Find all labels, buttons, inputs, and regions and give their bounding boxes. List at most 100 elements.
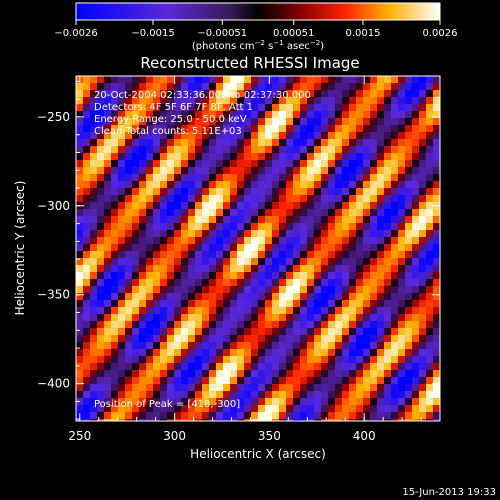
heatmap-cell [300, 356, 308, 364]
heatmap-cell [230, 405, 238, 413]
heatmap-cell [174, 321, 182, 329]
heatmap-cell [370, 118, 378, 126]
heatmap-cell [153, 174, 161, 182]
heatmap-cell [335, 97, 343, 105]
heatmap-cell [76, 139, 84, 147]
heatmap-cell [167, 216, 175, 224]
heatmap-cell [76, 300, 84, 308]
heatmap-cell [356, 160, 364, 168]
heatmap-cell [258, 104, 266, 112]
heatmap-cell [167, 356, 175, 364]
heatmap-cell [216, 90, 224, 98]
heatmap-cell [391, 321, 399, 329]
heatmap-cell [139, 139, 147, 147]
heatmap-cell [356, 377, 364, 385]
heatmap-cell [111, 377, 119, 385]
heatmap-cell [251, 349, 259, 357]
heatmap-cell [433, 118, 440, 126]
heatmap-cell [216, 328, 224, 336]
heatmap-cell [342, 293, 350, 301]
heatmap-cell [279, 153, 287, 161]
heatmap-cell [286, 279, 294, 287]
annotation-time-range: 20-Oct-2004 02:33:36.000 to 02:37:30.000 [94, 90, 311, 101]
heatmap-cell [258, 258, 266, 266]
heatmap-cell [216, 132, 224, 140]
plot-frame [75, 75, 441, 422]
heatmap-cell [174, 328, 182, 336]
heatmap-cell [244, 188, 252, 196]
heatmap-cell [83, 216, 91, 224]
heatmap-cell [167, 209, 175, 217]
heatmap-cell [286, 286, 294, 294]
heatmap-cell [76, 391, 84, 399]
heatmap-cell [244, 307, 252, 315]
heatmap-cell [370, 181, 378, 189]
heatmap-cell [230, 293, 238, 301]
heatmap-cell [167, 377, 175, 385]
heatmap-cell [223, 146, 231, 154]
heatmap-cell [300, 209, 308, 217]
heatmap-cell [300, 272, 308, 280]
heatmap-cell [300, 321, 308, 329]
heatmap-cell [139, 328, 147, 336]
heatmap-cell [209, 244, 217, 252]
heatmap-cell [223, 83, 231, 91]
heatmap-cell [265, 181, 273, 189]
heatmap-cell [293, 216, 301, 224]
heatmap-cell [209, 111, 217, 119]
heatmap-cell [237, 377, 245, 385]
heatmap-cell [216, 181, 224, 189]
heatmap-cell [251, 125, 259, 133]
heatmap-cell [363, 412, 371, 420]
heatmap-cell [174, 230, 182, 238]
heatmap-cell [237, 111, 245, 119]
heatmap-cell [377, 279, 385, 287]
heatmap-cell [342, 321, 350, 329]
heatmap-cell [307, 181, 315, 189]
heatmap-cell [405, 412, 413, 420]
heatmap-cell [237, 272, 245, 280]
heatmap-cell [356, 174, 364, 182]
heatmap-cell [335, 223, 343, 231]
heatmap-cell [237, 279, 245, 287]
heatmap-cell [90, 237, 98, 245]
heatmap-cell [153, 139, 161, 147]
heatmap-cell [286, 244, 294, 252]
heatmap-cell [307, 167, 315, 175]
heatmap-cell [209, 300, 217, 308]
heatmap-cell [272, 230, 280, 238]
heatmap-cell [160, 300, 168, 308]
heatmap-cell [160, 216, 168, 224]
heatmap-cell [195, 209, 203, 217]
heatmap-cell [160, 258, 168, 266]
heatmap-cell [251, 83, 259, 91]
heatmap-cell [167, 195, 175, 203]
heatmap-cell [342, 230, 350, 238]
heatmap-cell [216, 167, 224, 175]
heatmap-cell [76, 349, 84, 357]
heatmap-cell [125, 419, 133, 421]
heatmap-cell [167, 398, 175, 406]
heatmap-cell [307, 356, 315, 364]
heatmap-cell [335, 167, 343, 175]
heatmap-cell [363, 293, 371, 301]
heatmap-cell [265, 370, 273, 378]
heatmap-cell [76, 370, 84, 378]
heatmap-cell [300, 377, 308, 385]
heatmap-cell [321, 76, 329, 84]
heatmap-cell [97, 279, 105, 287]
heatmap-cell [174, 104, 182, 112]
heatmap-cell [216, 118, 224, 126]
heatmap-cell [370, 307, 378, 315]
heatmap-cell [118, 244, 126, 252]
heatmap-cell [307, 419, 315, 421]
heatmap-cell [314, 293, 322, 301]
heatmap-cell [111, 321, 119, 329]
heatmap-cell [356, 405, 364, 413]
heatmap-cell [272, 356, 280, 364]
heatmap-cell [76, 265, 84, 273]
heatmap-cell [174, 356, 182, 364]
heatmap-cell [405, 314, 413, 322]
heatmap-cell [412, 412, 420, 420]
heatmap-cell [139, 356, 147, 364]
